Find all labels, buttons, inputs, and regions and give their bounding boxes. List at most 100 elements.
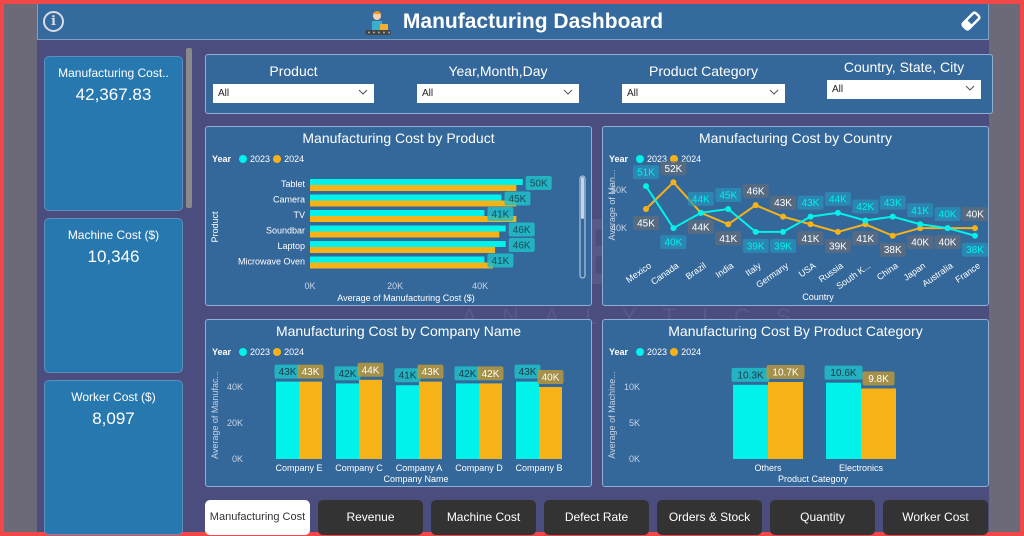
x-tick-label: 40K [472, 281, 488, 291]
data-label-2024: 44K [692, 222, 710, 233]
y-tick-label: 5K [629, 418, 640, 428]
bar-2023 [310, 256, 485, 263]
dropdown-value: All [218, 88, 230, 99]
date-dropdown[interactable]: All [417, 84, 579, 103]
data-label-2023-bg [731, 367, 770, 382]
column-2023 [396, 385, 419, 459]
data-label-bg [508, 238, 535, 252]
data-label-2024: 43K [774, 198, 792, 209]
nav-button-revenue[interactable]: Revenue [318, 500, 423, 535]
data-label: 46K [513, 241, 531, 252]
data-label-bg [508, 222, 535, 237]
legend-title: Year [609, 154, 629, 164]
kpi-value: 8,097 [92, 409, 135, 428]
legend-title: Year [609, 347, 629, 357]
point-2023 [944, 225, 951, 232]
data-label-bg [487, 253, 514, 268]
data-label-2023: 40K [939, 210, 957, 221]
legend-marker-2023 [636, 155, 645, 163]
y-tick-label: 0K [629, 454, 640, 464]
kpi-card-manufacturing-cost: Manufacturing Cost.. 42,367.83 [44, 56, 183, 211]
y-tick-label: 40K [227, 382, 243, 392]
data-label-2024-bg [907, 235, 934, 250]
y-tick-label: Soundbar [266, 226, 305, 236]
slicer-label: Product Category [649, 63, 758, 79]
nav-button-worker-cost[interactable]: Worker Cost [883, 500, 988, 535]
legend-item-2023[interactable]: 2023 [250, 347, 271, 357]
data-label-2024-bg [797, 231, 824, 246]
product-bar-chart: Tablet 50K Camera 45K TV 41K Soundbar 46K Laptop… [210, 175, 586, 303]
slicer-label: Country, State, City [843, 59, 965, 75]
report-canvas: i Manufacturing Dashboard XBYTE ANALYTIC… [37, 4, 993, 535]
chevron-down-icon [563, 89, 573, 95]
data-label-2023-bg [687, 191, 714, 206]
product-category-dropdown[interactable]: All [622, 84, 785, 103]
legend-item-2023[interactable]: 2023 [647, 347, 668, 357]
x-tick-label: Canada [649, 260, 681, 286]
data-label-2024: 38K [884, 245, 902, 256]
x-tick-label: Italy [744, 260, 764, 278]
bar-2024 [310, 185, 517, 191]
legend-marker-2024 [670, 155, 679, 163]
y-tick-label: Camera [273, 195, 305, 205]
x-tick-label: Company B [515, 463, 562, 473]
x-tick-label: Australia [920, 260, 954, 288]
legend-item-2024[interactable]: 2024 [284, 347, 305, 357]
x-tick-label: Company D [455, 463, 503, 473]
nav-button-manufacturing-cost[interactable]: Manufacturing Cost [205, 500, 310, 535]
data-label-2023-bg [454, 366, 481, 381]
point-2023 [807, 213, 814, 220]
legend-item-2024[interactable]: 2024 [681, 154, 702, 164]
x-tick-label: India [714, 260, 736, 279]
data-label-2023: 40K [665, 238, 683, 249]
legend-item-2024[interactable]: 2024 [284, 154, 305, 164]
location-dropdown[interactable]: All [827, 80, 981, 99]
data-label: 41K [492, 210, 510, 221]
data-label-2023: 42K [856, 202, 874, 213]
data-label-2023: 39K [774, 241, 792, 252]
x-tick-label: Mexico [624, 260, 653, 285]
data-label-2024: 41K [719, 234, 737, 245]
info-icon[interactable]: i [43, 11, 64, 32]
nav-button-orders-stock[interactable]: Orders & Stock [657, 500, 762, 535]
dropdown-value: All [832, 84, 844, 95]
data-label-2024: 9.8K [868, 374, 889, 385]
dropdown-value: All [422, 88, 434, 99]
point-2024 [889, 232, 896, 239]
legend-title: Year [212, 154, 232, 164]
data-label-2023-bg [934, 207, 961, 222]
country-line-chart: 40K 50K 51K 45K Mexico 40K 52K Canada 44K 44K Braz… [607, 161, 988, 302]
product-dropdown[interactable]: All [213, 84, 374, 103]
filter-panel: Product All Year,Month,Day All Product C… [205, 54, 993, 114]
bar-2023 [310, 210, 485, 216]
kpi-scrollbar[interactable] [186, 48, 192, 208]
nav-button-quantity[interactable]: Quantity [770, 500, 875, 535]
column-2024 [419, 381, 442, 459]
chart-legend: Year 2023 2024 [609, 154, 701, 164]
legend-item-2024[interactable]: 2024 [681, 347, 702, 357]
eraser-icon[interactable] [960, 10, 982, 32]
data-label-2023: 44K [692, 194, 710, 205]
x-tick-label: 0K [304, 281, 315, 291]
bar-2024 [310, 216, 517, 222]
chart-title: Manufacturing Cost by Country [699, 130, 892, 146]
chart-by-category: Manufacturing Cost By Product Category Y… [602, 319, 989, 487]
data-label-bg [525, 176, 552, 190]
data-label-2024-bg [766, 364, 805, 379]
chart-title: Manufacturing Cost By Product Category [668, 323, 923, 339]
legend-item-2023[interactable]: 2023 [647, 154, 668, 164]
legend-item-2023[interactable]: 2023 [250, 154, 271, 164]
column-2024 [359, 379, 382, 459]
kpi-label: Machine Cost ($) [67, 228, 160, 242]
nav-button-defect-rate[interactable]: Defect Rate [544, 500, 649, 535]
nav-button-machine-cost[interactable]: Machine Cost [431, 500, 536, 535]
chevron-down-icon [358, 89, 368, 95]
point-2023 [670, 225, 677, 232]
data-label-2023: 38K [966, 245, 984, 256]
legend-marker-2023 [636, 348, 645, 356]
point-2024 [670, 179, 677, 186]
chart-by-country: Manufacturing Cost by Country Year 2023 … [602, 126, 989, 306]
data-label-2023-bg [797, 195, 824, 210]
data-label-2023: 41K [399, 371, 417, 382]
slicer-location: Country, State, City All [827, 59, 981, 99]
